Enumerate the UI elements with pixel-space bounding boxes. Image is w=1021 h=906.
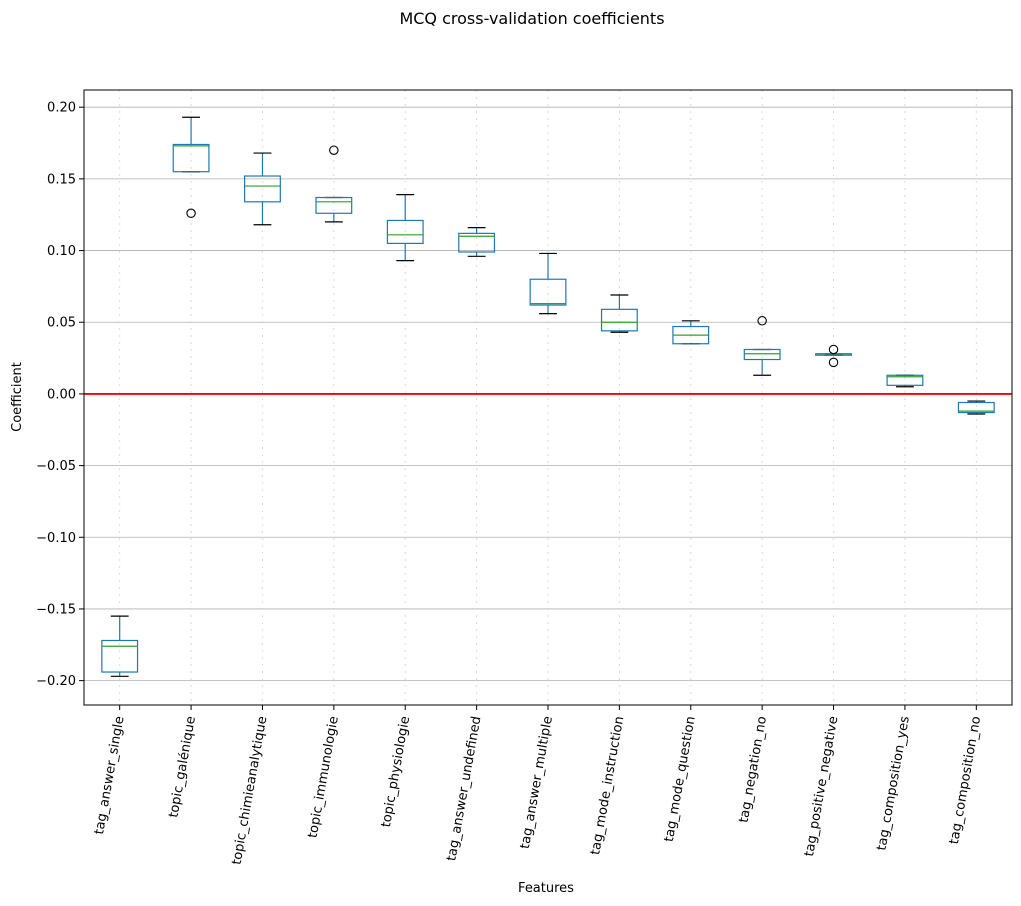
x-tick-label: tag_mode_question <box>662 715 699 843</box>
box-tag_composition_no <box>957 400 995 415</box>
x-tick-label: tag_positive_negative <box>802 715 841 858</box>
outlier-point <box>757 316 767 326</box>
outlier-point <box>186 208 196 219</box>
box-tag_composition_yes <box>886 374 924 388</box>
x-tick-label: topic_galénique <box>166 715 199 819</box>
iqr-box <box>600 308 638 332</box>
box-tag_mode_instruction <box>600 294 638 333</box>
y-tick-label: −0.05 <box>36 459 76 474</box>
box-tag_answer_undefined <box>458 227 496 257</box>
x-tick-label: tag_composition_yes <box>874 715 912 852</box>
box-topic_chimieanalytique <box>244 152 281 226</box>
x-tick-label: topic_physiologie <box>379 715 413 828</box>
iqr-box <box>529 278 567 306</box>
x-tick-label: tag_composition_no <box>947 715 984 845</box>
box-topic_physiologie <box>386 194 424 262</box>
grid <box>84 90 1012 705</box>
box-tag_positive_negative <box>815 344 852 368</box>
y-tick-label: 0.20 <box>47 101 76 116</box>
x-axis-ticks: tag_answer_single topic_galénique topic_ch… <box>92 705 984 866</box>
chart-title: MCQ cross-validation coefficients <box>399 9 664 28</box>
box-tag_mode_question <box>672 320 710 345</box>
iqr-box <box>244 175 281 203</box>
x-tick-label: topic_chimieanalytique <box>229 715 270 866</box>
outlier-point <box>828 357 839 368</box>
y-tick-label: 0.15 <box>47 172 76 187</box>
box-topic_galénique <box>172 116 210 219</box>
y-tick-label: −0.20 <box>36 674 76 689</box>
x-tick-label: topic_immunologie <box>306 715 342 839</box>
iqr-box <box>886 374 924 386</box>
boxes <box>101 116 995 677</box>
y-axis-ticks: −0.20 −0.15 −0.10 −0.05 0.00 0.05 0.10 0.15 0.20 <box>36 101 84 689</box>
y-tick-label: −0.10 <box>36 531 76 546</box>
y-tick-label: 0.10 <box>47 244 76 259</box>
x-tick-label: tag_answer_multiple <box>518 715 556 850</box>
iqr-box <box>172 143 210 173</box>
box-tag_answer_multiple <box>529 252 567 315</box>
iqr-box <box>743 348 781 361</box>
y-tick-label: 0.00 <box>47 387 76 402</box>
y-tick-label: 0.05 <box>47 316 76 331</box>
box-tag_negation_no <box>743 316 781 376</box>
iqr-box <box>458 232 496 253</box>
iqr-box <box>315 196 353 214</box>
iqr-box <box>957 401 995 414</box>
x-tick-label: tag_negation_no <box>737 715 771 824</box>
x-axis-label: Features <box>518 881 574 896</box>
box-topic_immunologie <box>315 145 353 223</box>
outlier-point <box>828 344 839 355</box>
x-tick-label: tag_answer_single <box>92 715 128 836</box>
y-tick-label: −0.15 <box>36 602 76 617</box>
iqr-box <box>386 219 424 244</box>
outlier-point <box>329 145 339 155</box>
x-tick-label: tag_mode_instruction <box>588 715 627 856</box>
iqr-box <box>101 639 139 673</box>
box-tag_answer_single <box>101 615 139 677</box>
y-axis-label: Coefficient <box>10 362 25 432</box>
x-tick-label: tag_answer_undefined <box>444 715 484 862</box>
